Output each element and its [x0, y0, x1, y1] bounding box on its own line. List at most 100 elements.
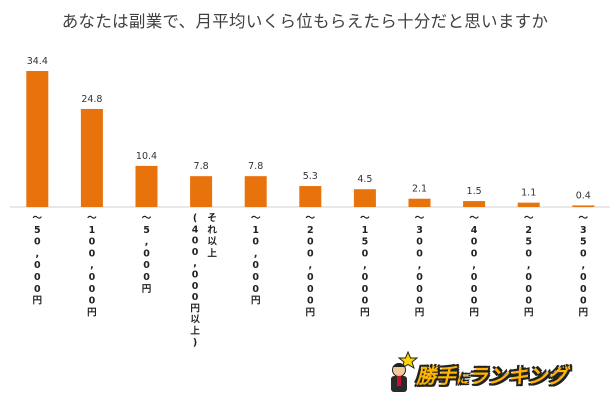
bar	[190, 176, 213, 207]
data-label: 10.4	[136, 151, 157, 162]
category-label-char: ～	[579, 213, 589, 224]
category-label-char: ～	[251, 213, 261, 224]
category-label-char: 3	[416, 225, 423, 236]
category-label-char: 0	[525, 296, 532, 307]
bar	[26, 71, 49, 207]
category-label-char: 0	[89, 284, 96, 295]
logo-text-small: に	[456, 372, 469, 386]
data-label: 2.1	[412, 184, 427, 195]
category-label-char: ,	[90, 260, 94, 271]
category-label-char: 0	[89, 296, 96, 307]
category-label-char: 0	[252, 260, 259, 271]
data-label: 7.8	[248, 161, 263, 172]
data-label: 1.1	[521, 188, 536, 199]
category-label-char: 2	[307, 225, 314, 236]
category-label-char: ～	[87, 213, 97, 224]
category-label-char: 4	[192, 224, 199, 235]
category-label-char: れ	[207, 225, 217, 236]
bar	[299, 186, 322, 207]
category-label-char: 0	[307, 296, 314, 307]
category-label-char: 0	[471, 272, 478, 283]
category-label-char: 1	[89, 225, 96, 236]
category-label-char: 上	[190, 325, 200, 337]
category-label-char: ,	[363, 260, 367, 271]
data-label: 4.5	[357, 174, 372, 185]
bar	[80, 108, 103, 207]
logo-text-end: ランキング	[468, 364, 568, 388]
category-label-char: 0	[525, 248, 532, 259]
category-label-char: ～	[142, 213, 152, 224]
category-label-char: 0	[192, 270, 199, 281]
category-label-char: 5	[34, 225, 41, 236]
category-label-char: ～	[415, 213, 425, 224]
category-label-char: 0	[525, 272, 532, 283]
bar	[517, 202, 540, 207]
category-label-char: 0	[89, 272, 96, 283]
category-label-char: 0	[192, 292, 199, 303]
category-label-char: 上	[207, 247, 217, 259]
category-label-char: ,	[527, 260, 531, 271]
category-label-char: 円	[33, 296, 43, 307]
category-label-char: 円	[190, 303, 200, 314]
category-label-char: 円	[306, 307, 316, 318]
category-label-char: 0	[416, 296, 423, 307]
category-label-char: 以	[190, 315, 200, 326]
chart-title: あなたは副業で、月平均いくら位もらえたら十分だと思いますか	[61, 12, 549, 31]
category-label-char: ,	[472, 260, 476, 271]
category-label-char: 0	[362, 272, 369, 283]
data-label: 24.8	[81, 94, 102, 105]
category-label-char: 0	[307, 237, 314, 248]
category-label-char: 0	[34, 284, 41, 295]
category-label-char: 0	[252, 284, 259, 295]
bar	[244, 176, 267, 207]
data-label: 1.5	[467, 186, 482, 197]
category-label-char: 0	[416, 272, 423, 283]
site-logo: 勝手にランキング	[384, 350, 606, 396]
category-label-char: 0	[307, 248, 314, 259]
category-label-char: 1	[252, 225, 259, 236]
category-label-char: ,	[193, 258, 197, 269]
category-label-char: 0	[580, 272, 587, 283]
category-label-char: ～	[33, 213, 43, 224]
category-label-char: ～	[360, 213, 370, 224]
category-label-char: そ	[207, 213, 217, 224]
category-label-char: 0	[362, 296, 369, 307]
category-label-char: 円	[524, 307, 534, 318]
category-label-char: 0	[143, 272, 150, 283]
category-label-char: 円	[142, 284, 152, 295]
category-label-char: 0	[89, 248, 96, 259]
category-label-char: ,	[35, 248, 39, 259]
category-label-char: 0	[143, 248, 150, 259]
category-label-char: 0	[416, 284, 423, 295]
category-label-char: 0	[362, 284, 369, 295]
bar	[572, 205, 595, 207]
category-label-char: 1	[362, 225, 369, 236]
data-label: 7.8	[194, 161, 209, 172]
category-label-char: 0	[89, 237, 96, 248]
logo-text-main: 勝手	[416, 364, 456, 388]
category-label-char: 0	[471, 284, 478, 295]
category-label-char: 0	[580, 284, 587, 295]
category-label-char: 円	[415, 307, 425, 318]
category-label-char: 4	[471, 225, 478, 236]
category-label-char: 0	[580, 248, 587, 259]
category-label-char: 0	[192, 281, 199, 292]
category-label-char: 0	[525, 284, 532, 295]
category-label-char: 0	[307, 272, 314, 283]
category-label-char: ～	[524, 213, 534, 224]
category-label-char: 5	[362, 237, 369, 248]
category-label-char: 円	[579, 307, 589, 318]
category-label-char: 5	[525, 237, 532, 248]
category-label-char: 0	[143, 260, 150, 271]
category-label-char: 0	[34, 237, 41, 248]
category-label-char: ,	[581, 260, 585, 271]
category-label-char: 0	[34, 272, 41, 283]
category-label-char: 3	[580, 225, 587, 236]
bar	[408, 198, 431, 207]
category-label-char: )	[193, 337, 197, 348]
category-label-char: 円	[87, 307, 97, 318]
category-label-char: 0	[416, 248, 423, 259]
category-label-char: 0	[252, 272, 259, 283]
category-label-char: 5	[580, 237, 587, 248]
